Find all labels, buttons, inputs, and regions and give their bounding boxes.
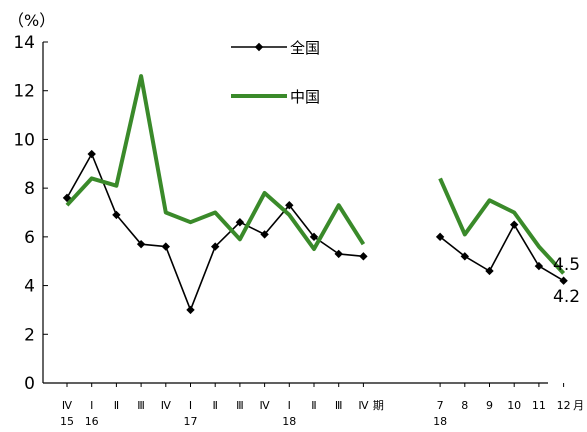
data-point-marker (485, 266, 494, 276)
y-tick-label: 4 (24, 277, 35, 297)
data-point-marker (186, 305, 195, 315)
y-tick-label: 2 (24, 325, 35, 345)
end-value-label: 4.5 (553, 255, 580, 275)
data-point-marker (87, 149, 96, 159)
data-point-marker (112, 210, 121, 220)
data-point-marker (534, 261, 544, 271)
legend-label: 全国 (290, 39, 320, 57)
y-tick-label: 14 (13, 33, 35, 53)
x-tick-label: Ⅲ (236, 399, 244, 412)
x-tick-label: Ⅰ (189, 399, 192, 412)
series-line-chugoku (65, 74, 366, 251)
x-tick-label: 7 (437, 399, 444, 412)
data-point-marker (136, 239, 146, 249)
data-point-marker (260, 230, 269, 239)
x-tick-label: 8 (461, 399, 468, 412)
year-label: 15 (60, 415, 74, 428)
x-tick-label: Ⅲ (335, 399, 343, 412)
data-point-marker (559, 276, 568, 285)
x-tick-label: Ⅱ (212, 399, 217, 412)
data-point-marker (510, 220, 519, 229)
legend-label: 中国 (290, 88, 320, 106)
x-tick-label: Ⅳ (260, 399, 271, 412)
x-tick-label: 11 (532, 399, 546, 412)
x-tick-label: Ⅲ (137, 399, 145, 412)
y-tick-label: 8 (24, 179, 35, 199)
x-suffix-label: 月 (573, 399, 584, 412)
year-label: 18 (282, 415, 296, 428)
data-point-marker (334, 249, 343, 259)
series-line-zenkoku (66, 153, 364, 311)
data-point-marker (309, 232, 319, 242)
year-label: 17 (184, 415, 198, 428)
y-tick-label: 0 (24, 374, 35, 394)
x-tick-label: Ⅳ (358, 399, 369, 412)
x-tick-label: Ⅳ (161, 399, 172, 412)
x-tick-label: Ⅰ (90, 399, 93, 412)
y-tick-label: 12 (13, 82, 35, 102)
y-unit-label: （%） (8, 11, 55, 30)
labels-layer: 4.2 4.5 (553, 255, 580, 307)
x-tick-label: 9 (486, 399, 493, 412)
y-tick-label: 10 (13, 130, 35, 150)
axes: 0 2 4 6 8 10 12 14 （%） Ⅳ Ⅰ Ⅱ Ⅲ Ⅳ Ⅰ Ⅱ Ⅲ Ⅳ Ⅰ Ⅱ Ⅲ Ⅳ 7 8 9 10 11 12 期 月 15… (8, 11, 584, 428)
legend-marker (254, 42, 264, 52)
x-suffix-label: 期 (373, 399, 384, 412)
x-tick-label: Ⅳ (62, 399, 73, 412)
x-tick-label: Ⅱ (311, 399, 316, 412)
data-point-marker (359, 252, 368, 261)
series-layer (62, 74, 568, 315)
data-point-marker (211, 242, 220, 251)
year-label: 16 (85, 415, 99, 428)
data-point-marker (460, 252, 469, 261)
data-point-marker (435, 232, 445, 242)
x-tick-label: Ⅰ (288, 399, 291, 412)
x-tick-label: 10 (507, 399, 521, 412)
series-line-zenkoku (439, 223, 565, 282)
x-tick-label: 12 (557, 399, 571, 412)
data-point-marker (62, 193, 72, 203)
data-point-marker (235, 218, 245, 227)
x-tick-label: Ⅱ (114, 399, 119, 412)
data-point-marker (285, 200, 294, 210)
year-label: 18 (433, 415, 447, 428)
end-value-label: 4.2 (553, 287, 580, 307)
data-point-marker (161, 242, 170, 251)
series-line-chugoku (438, 177, 566, 275)
y-tick-label: 6 (24, 228, 35, 248)
